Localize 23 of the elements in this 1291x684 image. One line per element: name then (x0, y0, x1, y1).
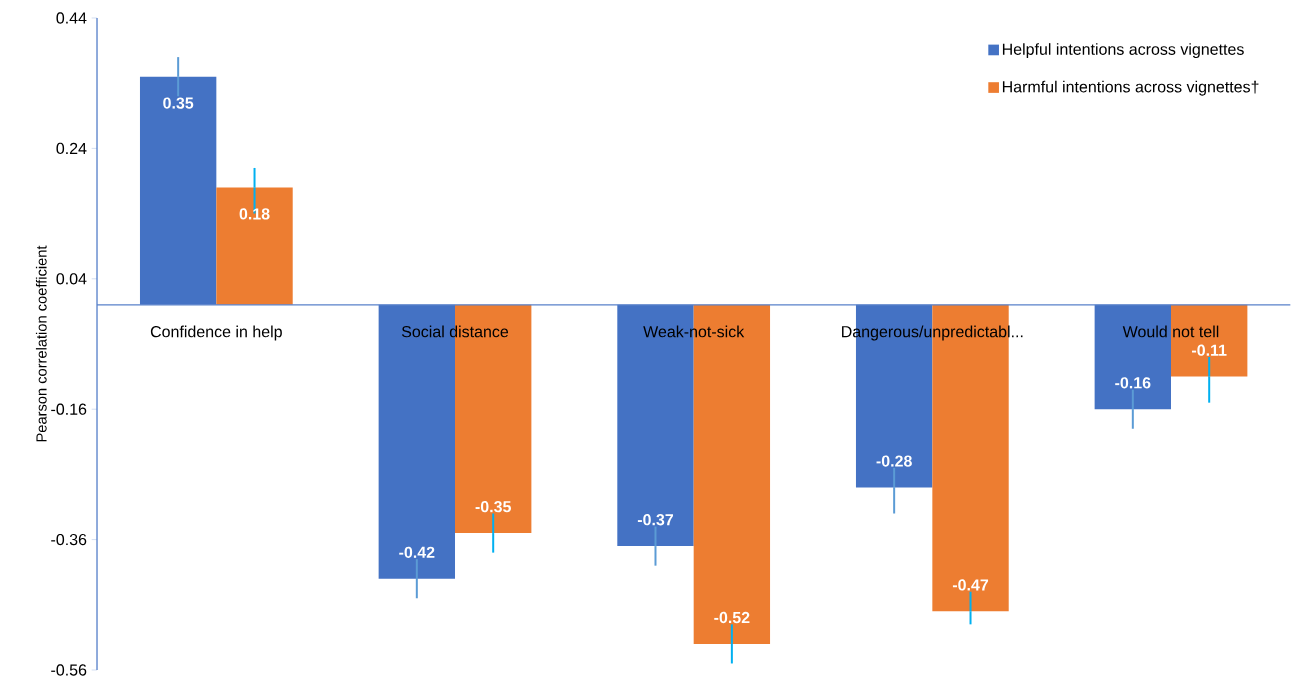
y-tick-label: 0.04 (56, 273, 87, 285)
x-tick-label: Confidence in help (150, 325, 282, 341)
legend-label: Harmful intentions across vignettes† (1002, 80, 1259, 96)
data-label: -0.11 (1192, 344, 1227, 356)
data-label: -0.16 (1115, 377, 1151, 389)
legend-label: Helpful intentions across vignettes (1002, 43, 1244, 59)
data-label: 0.18 (239, 208, 270, 220)
data-label: -0.35 (475, 501, 511, 513)
x-tick-label: Would not tell (1122, 325, 1219, 338)
x-tick-label: Weak-not-sick (643, 325, 745, 338)
y-tick-label: -0.56 (51, 664, 87, 676)
y-tick-label: 0.44 (56, 12, 87, 24)
data-label: 0.35 (163, 97, 194, 109)
data-label: -0.52 (714, 611, 750, 624)
data-label: -0.42 (399, 546, 435, 558)
y-axis-title: Pearson correlation coefficient (35, 245, 47, 442)
data-label: -0.47 (952, 579, 989, 591)
y-tick-label: -0.16 (51, 403, 87, 415)
y-tick-label: 0.24 (56, 142, 87, 155)
data-label: -0.28 (876, 455, 912, 467)
y-tick-label: -0.36 (51, 533, 87, 546)
data-label: -0.37 (637, 514, 674, 526)
x-tick-label: Dangerous/unpredictabl... (842, 325, 1023, 341)
